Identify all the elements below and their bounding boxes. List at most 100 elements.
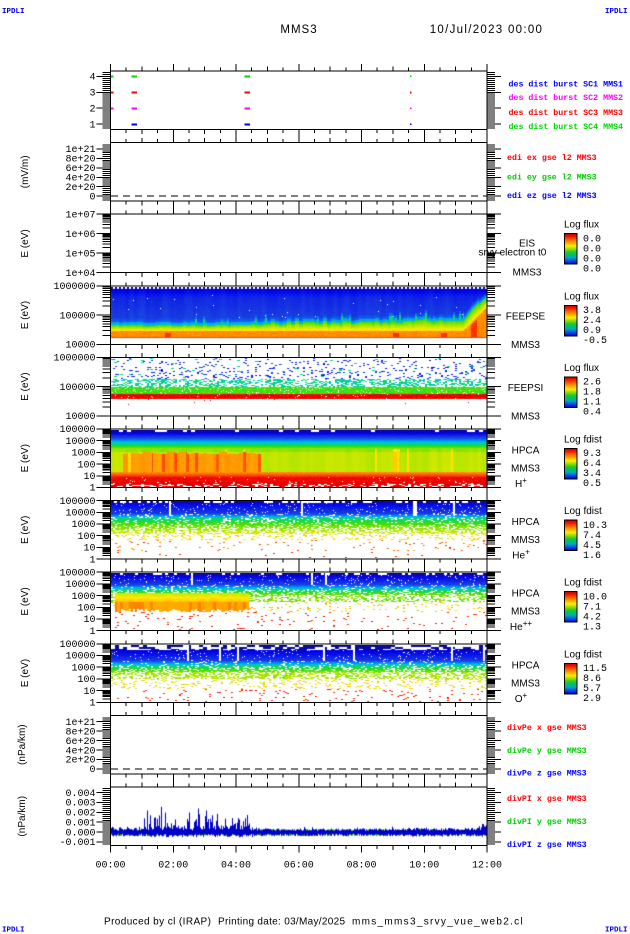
svg-text:IPDLI: IPDLI — [2, 8, 25, 16]
svg-text:0.4: 0.4 — [583, 408, 601, 419]
svg-text:0.0: 0.0 — [583, 264, 601, 275]
svg-text:0.003: 0.003 — [65, 799, 95, 810]
svg-text:5.7: 5.7 — [583, 684, 601, 695]
svg-text:1.8: 1.8 — [583, 388, 601, 399]
svg-text:100000: 100000 — [59, 640, 95, 651]
svg-text:8e+20: 8e+20 — [65, 727, 95, 738]
svg-text:6.4: 6.4 — [583, 459, 601, 470]
svg-text:4: 4 — [89, 73, 95, 84]
svg-text:(mV/m): (mV/m) — [20, 155, 31, 188]
svg-text:4e+20: 4e+20 — [65, 746, 95, 757]
svg-text:0.0: 0.0 — [583, 244, 601, 255]
svg-text:10:00: 10:00 — [409, 861, 439, 872]
svg-text:4.2: 4.2 — [583, 612, 601, 623]
svg-text:2e+20: 2e+20 — [65, 756, 95, 767]
svg-text:0: 0 — [89, 192, 95, 203]
svg-text:3.4: 3.4 — [583, 469, 601, 480]
svg-text:1.6: 1.6 — [583, 551, 601, 562]
svg-text:10/Jul/2023 00:00: 10/Jul/2023 00:00 — [430, 24, 544, 36]
svg-text:10000: 10000 — [65, 437, 95, 448]
svg-text:10.3: 10.3 — [583, 521, 607, 532]
svg-text:06:00: 06:00 — [284, 861, 314, 872]
svg-text:mms_mms3_srvy_vue_web2.cl: mms_mms3_srvy_vue_web2.cl — [352, 917, 524, 928]
svg-text:1000000: 1000000 — [53, 282, 95, 293]
svg-text:1e+07: 1e+07 — [65, 210, 95, 221]
svg-text:1000: 1000 — [71, 520, 95, 531]
svg-text:100: 100 — [77, 604, 95, 615]
svg-text:1000000: 1000000 — [53, 354, 95, 365]
svg-text:(nPa/km): (nPa/km) — [17, 796, 28, 837]
svg-text:1.3: 1.3 — [583, 622, 601, 633]
svg-text:1: 1 — [89, 555, 95, 566]
svg-text:1e+04: 1e+04 — [65, 269, 95, 280]
svg-text:2.4: 2.4 — [583, 316, 601, 327]
svg-text:HPCA: HPCA — [512, 660, 540, 671]
svg-text:1e+05: 1e+05 — [65, 249, 95, 260]
svg-text:10: 10 — [83, 687, 95, 698]
svg-text:des dist burst SC3 MMS3: des dist burst SC3 MMS3 — [509, 108, 624, 118]
svg-text:1000: 1000 — [71, 449, 95, 460]
svg-text:2e+20: 2e+20 — [65, 183, 95, 194]
svg-text:10000: 10000 — [65, 509, 95, 520]
svg-text:1: 1 — [89, 699, 95, 710]
svg-text:8e+20: 8e+20 — [65, 155, 95, 166]
svg-text:1e+21: 1e+21 — [65, 145, 95, 156]
svg-text:E (eV): E (eV) — [20, 587, 31, 615]
svg-text:MMS3: MMS3 — [511, 464, 540, 475]
svg-text:EIS: EIS — [519, 239, 535, 250]
svg-text:4e+20: 4e+20 — [65, 173, 95, 184]
svg-text:0.000: 0.000 — [65, 828, 95, 839]
svg-text:1.1: 1.1 — [583, 398, 601, 409]
svg-text:HPCA: HPCA — [512, 446, 540, 457]
svg-text:8.6: 8.6 — [583, 674, 601, 685]
svg-text:srvy electron t0: srvy electron t0 — [479, 248, 547, 259]
svg-text:edi ey gse l2 MMS3: edi ey gse l2 MMS3 — [507, 172, 597, 182]
svg-text:MMS3: MMS3 — [280, 24, 317, 36]
svg-text:100000: 100000 — [59, 497, 95, 508]
svg-text:IPDLI: IPDLI — [605, 8, 628, 16]
svg-text:He+: He+ — [512, 548, 530, 562]
svg-text:100: 100 — [77, 532, 95, 543]
svg-text:1000: 1000 — [71, 592, 95, 603]
svg-text:00:00: 00:00 — [95, 861, 125, 872]
svg-text:HPCA: HPCA — [512, 589, 540, 600]
svg-text:100000: 100000 — [59, 383, 95, 394]
svg-text:divPe x gse MMS3: divPe x gse MMS3 — [507, 723, 587, 733]
svg-text:IPDLI: IPDLI — [605, 927, 628, 934]
svg-text:10: 10 — [83, 472, 95, 483]
svg-text:E (eV): E (eV) — [20, 516, 31, 544]
svg-text:10000: 10000 — [65, 580, 95, 591]
svg-text:-0.5: -0.5 — [583, 336, 607, 347]
svg-text:04:00: 04:00 — [221, 861, 251, 872]
svg-text:edi ez gse l2 MMS3: edi ez gse l2 MMS3 — [507, 191, 597, 201]
svg-text:H+: H+ — [515, 476, 527, 490]
svg-text:E (eV): E (eV) — [20, 301, 31, 329]
svg-text:3.8: 3.8 — [583, 306, 601, 317]
svg-text:Log fdist: Log fdist — [564, 506, 602, 517]
svg-text:MMS3: MMS3 — [511, 411, 540, 422]
svg-text:He++: He++ — [510, 619, 532, 633]
svg-text:10: 10 — [83, 615, 95, 626]
svg-text:08:00: 08:00 — [346, 861, 376, 872]
svg-text:1e+21: 1e+21 — [65, 718, 95, 729]
svg-text:IPDLI: IPDLI — [2, 927, 25, 934]
svg-text:E (eV): E (eV) — [20, 229, 31, 257]
svg-text:10000: 10000 — [65, 652, 95, 663]
svg-text:2: 2 — [89, 104, 95, 115]
svg-text:divPe y gse MMS3: divPe y gse MMS3 — [507, 746, 587, 756]
svg-text:1000: 1000 — [71, 663, 95, 674]
svg-text:-0.001: -0.001 — [59, 838, 95, 849]
svg-text:MMS3: MMS3 — [511, 607, 540, 618]
svg-text:02:00: 02:00 — [158, 861, 188, 872]
svg-text:FEEPSE: FEEPSE — [506, 312, 546, 323]
svg-text:divPe z gse MMS3: divPe z gse MMS3 — [507, 768, 587, 778]
svg-text:Printing date: 03/May/2025: Printing date: 03/May/2025 — [218, 917, 345, 928]
svg-text:0.002: 0.002 — [65, 809, 95, 820]
svg-text:100: 100 — [77, 460, 95, 471]
svg-text:MMS3: MMS3 — [513, 268, 542, 279]
svg-text:MMS3: MMS3 — [511, 340, 540, 351]
svg-text:10: 10 — [83, 544, 95, 555]
svg-text:0.0: 0.0 — [583, 254, 601, 265]
svg-text:1: 1 — [89, 484, 95, 495]
svg-text:0.004: 0.004 — [65, 789, 95, 800]
